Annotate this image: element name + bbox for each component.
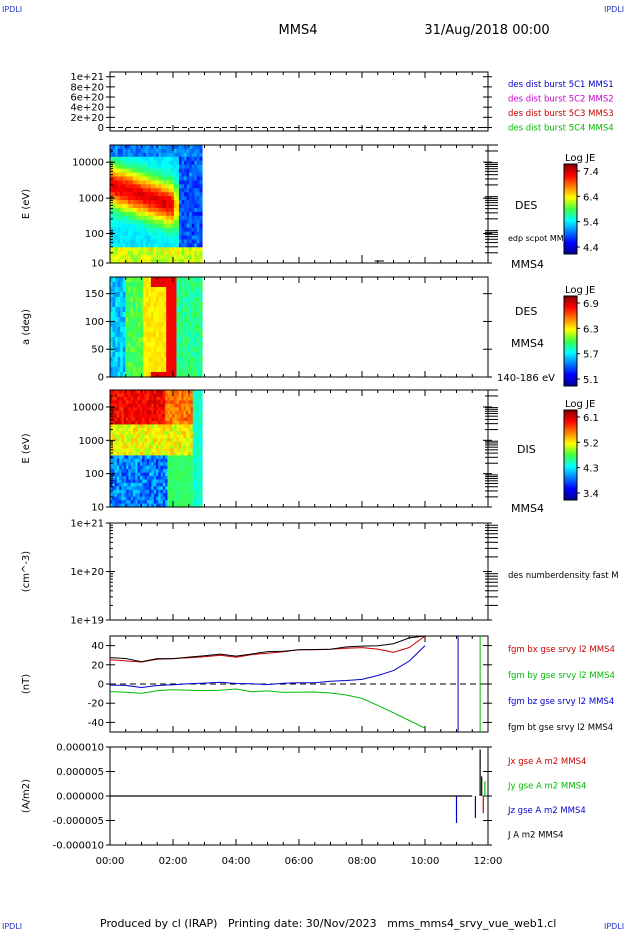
ylabel-panel-6: (nT) <box>21 674 32 694</box>
colorbar-tick: 4.4 <box>583 243 599 254</box>
ytick-label: 1e+21 <box>70 72 104 83</box>
legend-entry: des dist burst 5C2 MMS2 <box>508 95 614 105</box>
panel4-right-label: MMS4 <box>511 502 544 515</box>
panel3-right-label: MMS4 <box>511 337 544 350</box>
corner-logo-top-left: IPDLI <box>2 5 23 14</box>
ytick-label: 0.000000 <box>56 792 104 803</box>
panel2-right-label: edp scpot MMS4 <box>508 234 574 243</box>
xtick-label: 10:00 <box>411 856 440 867</box>
ytick-label: 0.000005 <box>56 767 104 778</box>
ytick-label: 100 <box>85 317 104 328</box>
xtick-label: 12:00 <box>474 856 503 867</box>
ytick-label: 10000 <box>72 402 104 413</box>
legend-entry: Jz gse A m2 MMS4 <box>507 806 586 816</box>
legend-entry: des dist burst 5C4 MMS4 <box>508 124 614 134</box>
colorbar-title: Log JE <box>565 153 595 164</box>
ytick-label: 1e+21 <box>70 519 104 530</box>
colorbar-tick: 3.4 <box>583 489 599 500</box>
panel2-right-label: DES <box>515 199 537 212</box>
colorbar-tick: 6.4 <box>583 192 599 203</box>
ytick-label: 1e+19 <box>70 616 104 627</box>
ytick-label: 100 <box>85 229 104 240</box>
legend-entry: J A m2 MMS4 <box>507 831 564 841</box>
colorbar-title: Log JE <box>565 399 595 410</box>
colorbar-tick: 5.4 <box>583 218 599 229</box>
legend-entry: fgm bx gse srvy l2 MMS4 <box>508 645 615 655</box>
ytick-label: -40 <box>88 718 104 729</box>
ytick-label: 0 <box>98 123 104 134</box>
legend-entry: des dist burst 5C3 MMS3 <box>508 109 614 119</box>
ylabel-panel-7: (A/m2) <box>21 779 32 813</box>
ytick-label: 20 <box>91 660 104 671</box>
panel-frame-1 <box>109 71 489 132</box>
legend-entry: fgm by gse srvy l2 MMS4 <box>508 671 615 681</box>
series-line-4 <box>109 635 426 663</box>
colorbar-tick: 5.2 <box>583 438 599 449</box>
colorbar-4 <box>563 409 578 501</box>
colorbar-tick: 6.9 <box>583 299 599 310</box>
ytick-label: 4e+20 <box>70 103 104 114</box>
panel3-right-label: DES <box>515 305 537 318</box>
ytick-label: 0.000010 <box>56 743 104 754</box>
ytick-label: -0.000005 <box>53 816 104 827</box>
ytick-label: 10000 <box>72 158 104 169</box>
ytick-label: 100 <box>85 469 104 480</box>
ytick-label: 40 <box>91 641 104 652</box>
xtick-label: 06:00 <box>285 856 314 867</box>
colorbar-tick: 4.3 <box>583 464 599 475</box>
ytick-label: 0 <box>98 373 104 384</box>
ylabel-panel-4: E (eV) <box>21 433 32 463</box>
ylabel-panel-3: a (deg) <box>21 309 32 345</box>
xtick-label: 08:00 <box>348 856 377 867</box>
ytick-label: 10 <box>91 503 104 514</box>
legend-entry: fgm bt gse srvy l2 MMS4 <box>508 723 613 733</box>
colorbar-tick: 6.1 <box>583 413 599 424</box>
corner-logo-bottom-right: IPDLI <box>604 922 625 931</box>
ytick-label: -0.000010 <box>53 841 104 852</box>
xtick-label: 00:00 <box>96 856 125 867</box>
legend-entry: fgm bz gse srvy l2 MMS4 <box>508 697 614 707</box>
corner-logo-top-right: IPDLI <box>604 5 625 14</box>
legend-entry: Jy gse A m2 MMS4 <box>507 782 586 792</box>
ytick-label: 150 <box>85 289 104 300</box>
ylabel-panel-5: (cm^-3) <box>21 551 32 592</box>
corner-logo-bottom-left: IPDLI <box>2 922 23 931</box>
ytick-label: 1000 <box>79 436 104 447</box>
xtick-label: 04:00 <box>222 856 251 867</box>
colorbar-tick: 5.7 <box>583 350 599 361</box>
spacecraft-title: MMS4 <box>279 23 318 38</box>
ytick-label: 50 <box>91 345 104 356</box>
ytick-label: 6e+20 <box>70 93 104 104</box>
legend-entry: Jx gse A m2 MMS4 <box>507 757 586 767</box>
colorbar-2 <box>563 163 578 255</box>
panel3-right-label: 140-186 eV <box>497 373 555 384</box>
colorbar-tick: 5.1 <box>583 375 599 386</box>
colorbar-tick: 7.4 <box>583 167 599 178</box>
date-title: 31/Aug/2018 00:00 <box>424 23 549 38</box>
series-line-1 <box>109 635 426 663</box>
colorbar-title: Log JE <box>565 285 595 296</box>
legend-entry: des dist burst 5C1 MMS1 <box>508 80 614 90</box>
colorbar-tick: 6.3 <box>583 324 599 335</box>
colorbar-3 <box>563 295 578 387</box>
panel4-right-label: DIS <box>517 443 536 456</box>
panel5-right-label: des numberdensity fast M <box>508 571 619 581</box>
series-line-2 <box>109 688 426 729</box>
xtick-label: 02:00 <box>159 856 188 867</box>
ytick-label: 0 <box>98 680 104 691</box>
ytick-label: 1e+20 <box>70 567 104 578</box>
ytick-label: 1000 <box>79 194 104 205</box>
ytick-label: -20 <box>88 699 104 710</box>
ylabel-panel-2: E (eV) <box>21 189 32 219</box>
ytick-label: 10 <box>91 259 104 270</box>
ytick-label: 2e+20 <box>70 113 104 124</box>
series-line-3 <box>109 645 426 689</box>
panel-frame-5 <box>109 522 489 621</box>
panel2-right-label: MMS4 <box>511 258 544 271</box>
ytick-label: 8e+20 <box>70 82 104 93</box>
footer-text: Produced by cl (IRAP) Printing date: 30/… <box>100 917 557 930</box>
